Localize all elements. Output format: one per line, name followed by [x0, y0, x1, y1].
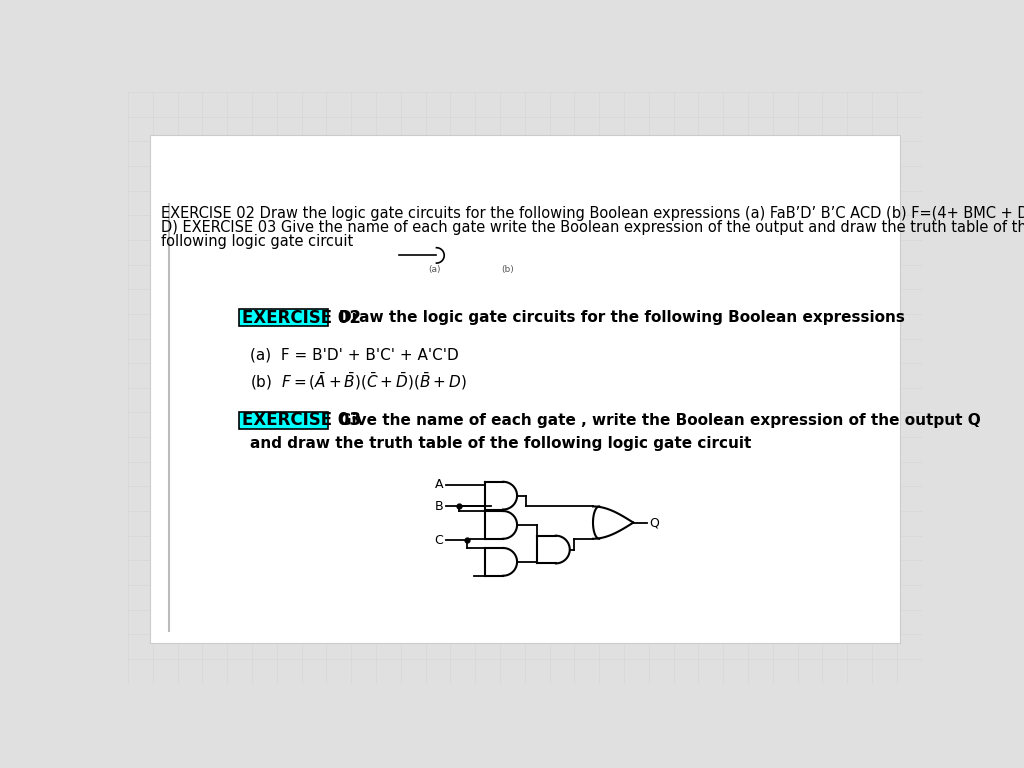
Text: Give the name of each gate , write the Boolean expression of the output Q: Give the name of each gate , write the B…: [339, 412, 981, 428]
Text: (b): (b): [502, 266, 514, 274]
Text: (a): (a): [428, 266, 440, 274]
FancyBboxPatch shape: [239, 310, 328, 326]
FancyBboxPatch shape: [239, 412, 328, 429]
Text: D) EXERCISE 03 Give the name of each gate write the Boolean expression of the ou: D) EXERCISE 03 Give the name of each gat…: [161, 220, 1024, 235]
Text: (b)  $F=(\bar{A}+\bar{B})(\bar{C}+\bar{D})(\bar{B}+D)$: (b) $F=(\bar{A}+\bar{B})(\bar{C}+\bar{D}…: [251, 371, 467, 392]
Text: Q: Q: [649, 516, 658, 529]
Text: EXERCISE 02 Draw the logic gate circuits for the following Boolean expressions (: EXERCISE 02 Draw the logic gate circuits…: [161, 206, 1024, 221]
Text: Draw the logic gate circuits for the following Boolean expressions: Draw the logic gate circuits for the fol…: [339, 310, 904, 326]
Text: C: C: [434, 534, 443, 547]
Text: following logic gate circuit: following logic gate circuit: [161, 233, 353, 249]
FancyBboxPatch shape: [150, 134, 900, 643]
Text: EXERCISE 03: EXERCISE 03: [242, 411, 360, 429]
Text: B: B: [435, 500, 443, 513]
Text: EXERCISE 02: EXERCISE 02: [242, 309, 360, 326]
Text: and draw the truth table of the following logic gate circuit: and draw the truth table of the followin…: [251, 436, 752, 452]
Text: A: A: [435, 478, 443, 492]
Text: (a)  F = B'D' + B'C' + A'C'D: (a) F = B'D' + B'C' + A'C'D: [251, 348, 459, 362]
